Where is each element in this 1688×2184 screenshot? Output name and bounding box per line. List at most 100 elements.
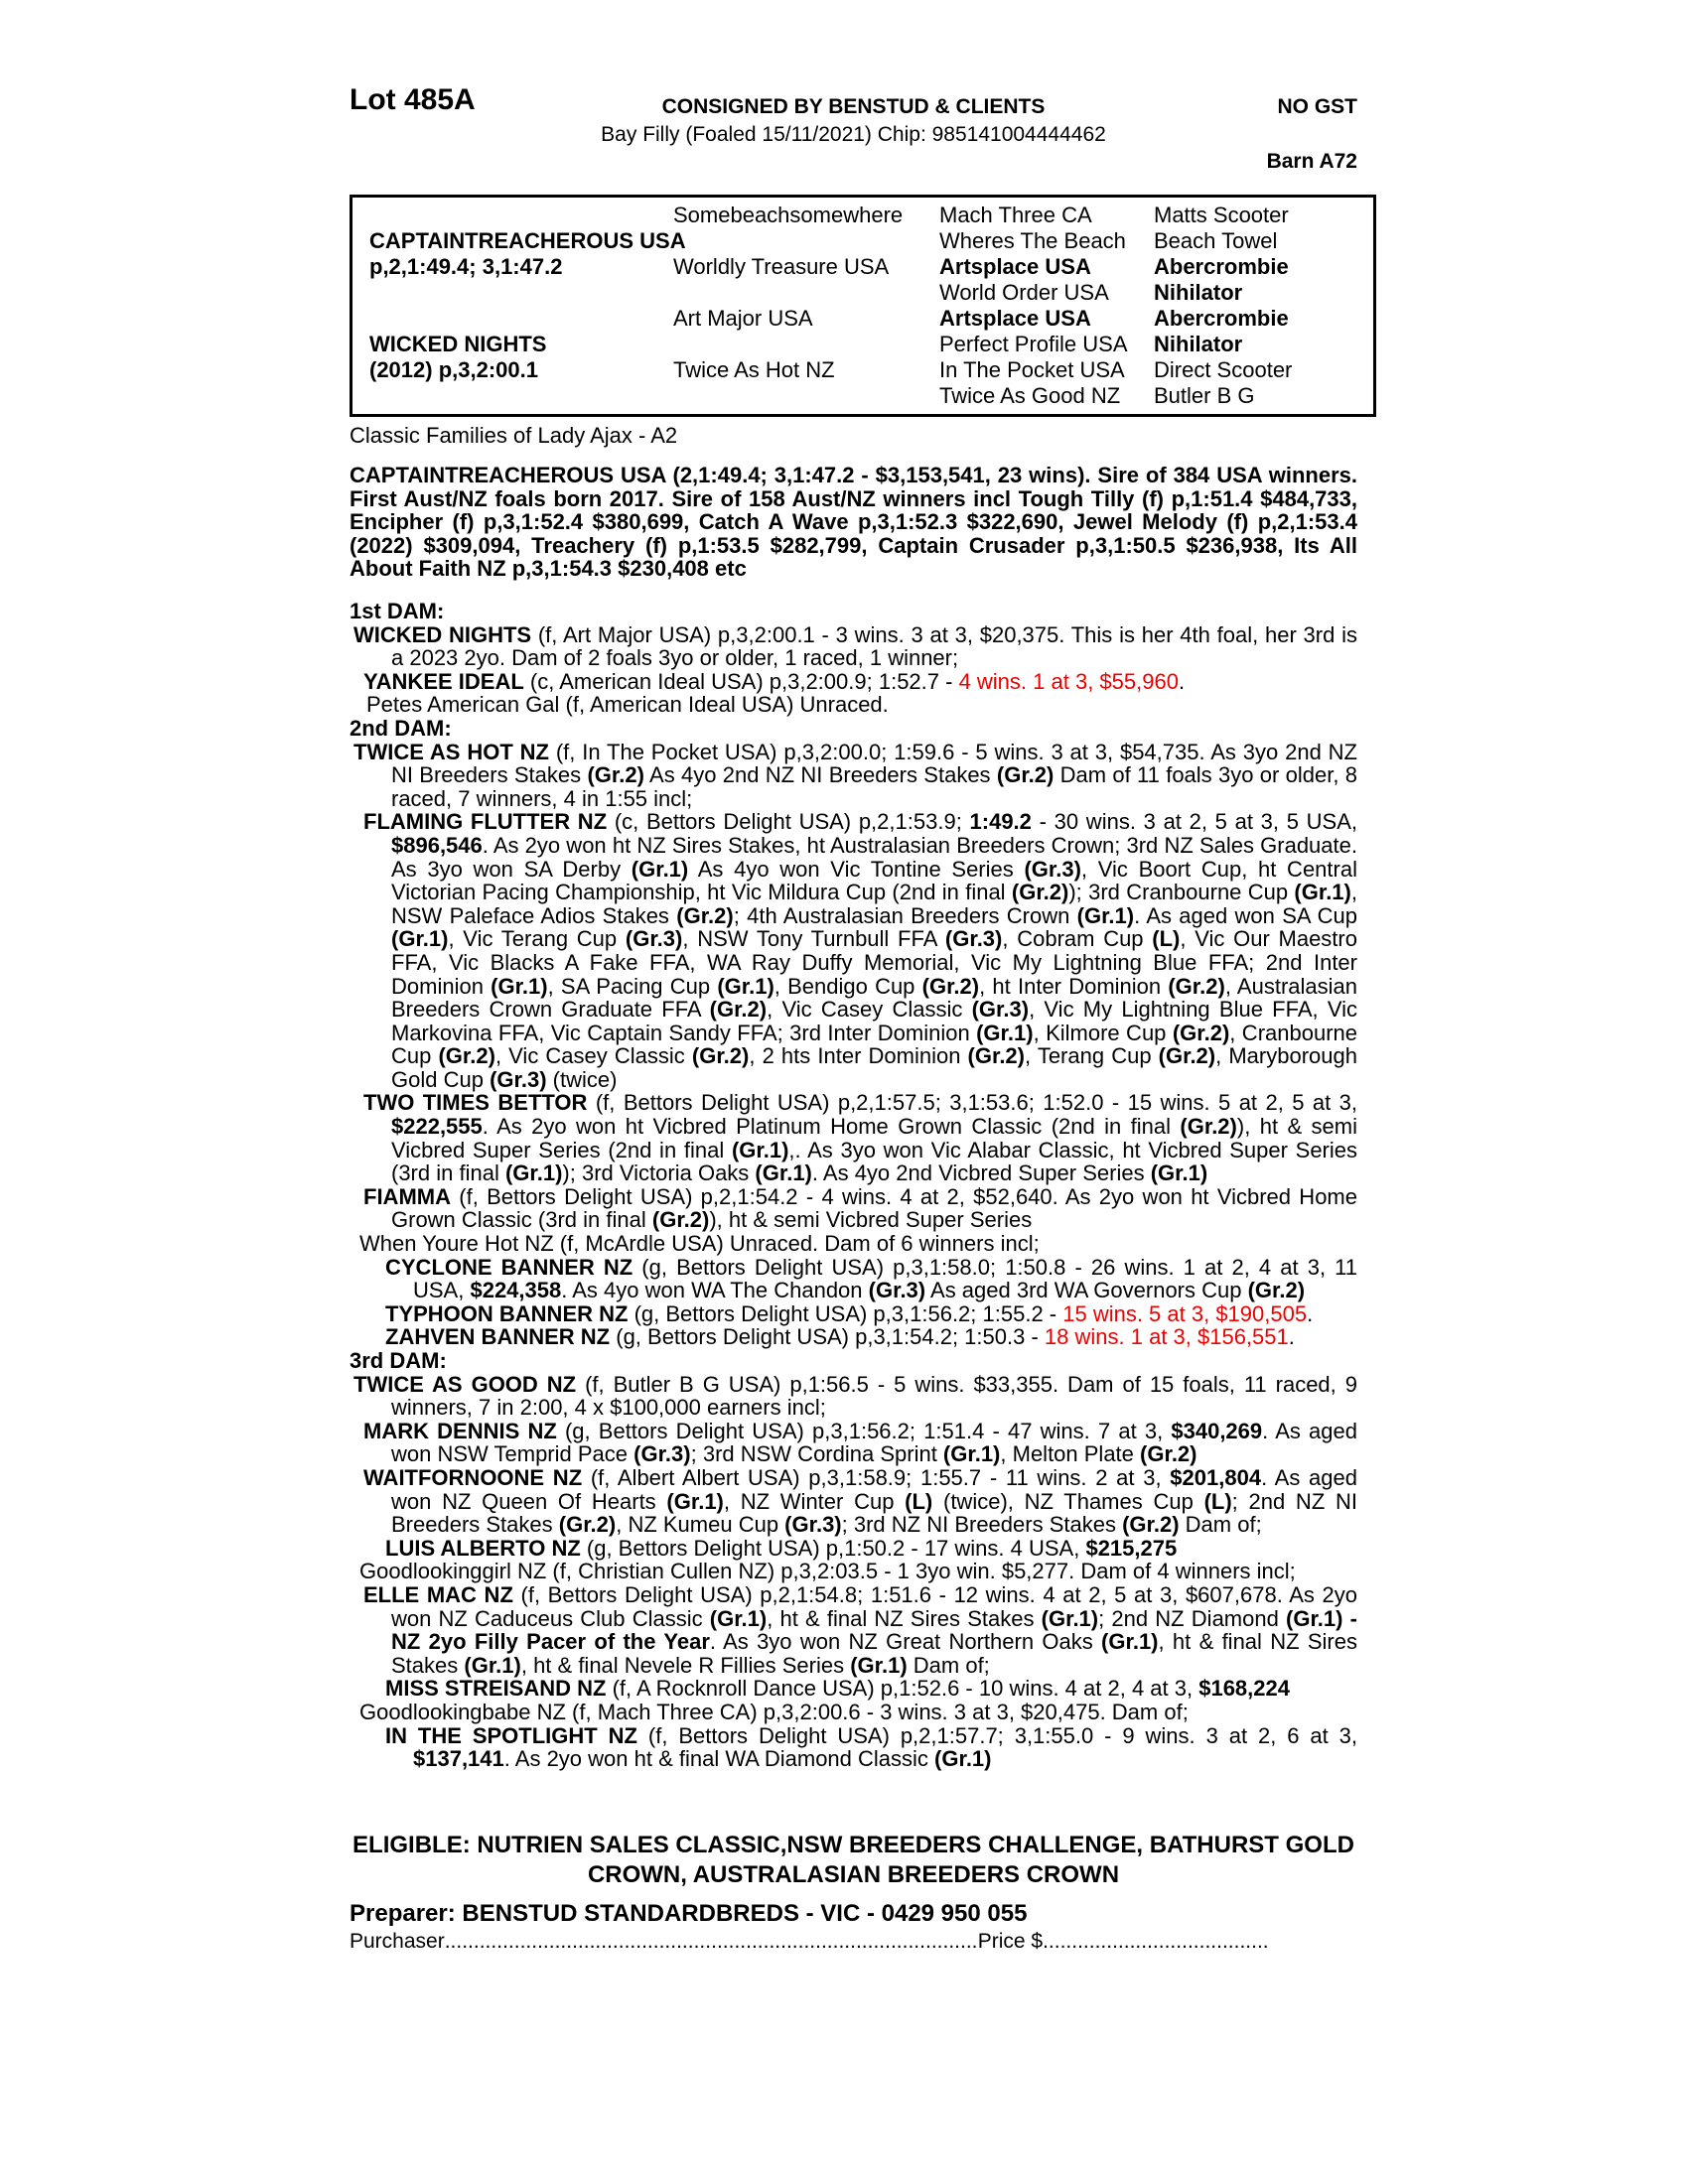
emphasis-text: $137,141	[413, 1746, 504, 1772]
pedigree-cell: Abercrombie	[1154, 306, 1289, 331]
pedigree-cell: Perfect Profile USA	[939, 332, 1128, 356]
pedigree-cell: WICKED NIGHTS	[369, 332, 547, 356]
body-text: ,. As 3yo won Vic Alabar Classic, ht Vic…	[391, 1137, 1357, 1186]
emphasis-text: $896,546	[391, 832, 483, 858]
pedigree-cell	[673, 383, 939, 409]
body-text: (twice), NZ Thames Cup	[932, 1488, 1204, 1514]
pedigree-entry: FIAMMA (f, Bettors Delight USA) p,2,1:54…	[350, 1185, 1357, 1232]
body-text: Goodlookinggirl NZ (f, Christian Cullen …	[359, 1559, 1296, 1584]
pedigree-entry: Goodlookinggirl NZ (f, Christian Cullen …	[350, 1560, 1357, 1583]
body-text: . As aged won NZ Queen Of Hearts	[391, 1464, 1357, 1514]
gst-note: NO GST	[1277, 95, 1357, 118]
pedigree-entry: ELLE MAC NZ (f, Bettors Delight USA) p,2…	[350, 1583, 1357, 1677]
body-text: (f, Bettors Delight USA) p,2,1:57.7; 3,1…	[636, 1722, 1357, 1748]
emphasis-text: (Gr.1)	[504, 1160, 563, 1186]
emphasis-text: $224,358	[470, 1278, 562, 1303]
pedigree-entry: MARK DENNIS NZ (g, Bettors Delight USA) …	[350, 1418, 1357, 1467]
dam-heading: 2nd DAM:	[350, 715, 452, 741]
pedigree-row: Somebeachsomewhere Mach Three CA Matts Sco…	[369, 203, 1373, 228]
body-text: . As 3yo won NZ Great Northern Oaks	[709, 1629, 1102, 1655]
emphasis-text: (Gr.2)	[1122, 1512, 1180, 1538]
emphasis-text: (Gr.2)	[709, 997, 768, 1023]
emphasis-text: (Gr.3)	[971, 997, 1030, 1023]
body-text: Goodlookingbabe NZ (f, Mach Three CA) p,…	[359, 1699, 1189, 1724]
pedigree-cell: Abercrombie	[1154, 254, 1289, 279]
pedigree-cell: p,2,1:49.4; 3,1:47.2	[369, 254, 563, 279]
body-text: , Melton Plate	[1000, 1441, 1141, 1467]
race-record-highlight: 4 wins. 1 at 3, $55,960	[958, 668, 1179, 694]
pedigree-cell: Artsplace USA	[939, 254, 1091, 279]
emphasis-text: TWICE AS HOT NZ	[353, 739, 549, 764]
emphasis-text: MARK DENNIS NZ	[363, 1418, 557, 1443]
body-text: (c, Bettors Delight USA) p,2,1:53.9;	[607, 809, 970, 835]
body-text: (c, American Ideal USA) p,3,2:00.9; 1:52…	[523, 668, 959, 694]
emphasis-text: (Gr.2)	[438, 1043, 495, 1069]
pedigree-cell	[673, 228, 939, 254]
foal-info-line: Bay Filly (Foaled 15/11/2021) Chip: 9851…	[601, 123, 1106, 146]
pedigree-row: Art Major USA Artsplace USA Abercrombie	[369, 306, 1373, 332]
emphasis-text: (Gr.1)	[666, 1488, 724, 1514]
emphasis-text: $340,269	[1171, 1418, 1263, 1443]
body-text: , Vic My Lightning Blue FFA, Vic Markovi…	[391, 997, 1358, 1045]
pedigree-cell	[369, 280, 673, 306]
emphasis-text: (Gr.2)	[1011, 880, 1069, 905]
body-text: . As aged won NSW Temprid Pace	[391, 1418, 1357, 1467]
pedigree-entry: Goodlookingbabe NZ (f, Mach Three CA) p,…	[350, 1701, 1357, 1724]
emphasis-text: MISS STREISAND NZ	[385, 1676, 607, 1702]
emphasis-text: (Gr.1)	[491, 973, 548, 999]
pedigree-entry: When Youre Hot NZ (f, McArdle USA) Unrac…	[350, 1232, 1357, 1256]
emphasis-text: WICKED NIGHTS	[353, 621, 532, 647]
family-classification: Classic Families of Lady Ajax - A2	[350, 423, 678, 448]
emphasis-text: (Gr.1)	[1150, 1160, 1208, 1186]
emphasis-text: (Gr.2)	[1140, 1441, 1197, 1467]
emphasis-text: (Gr.1)	[976, 1020, 1034, 1045]
pedigree-row: Twice As Good NZ Butler B G	[369, 383, 1373, 409]
emphasis-text: FLAMING FLUTTER NZ	[363, 809, 608, 835]
body-text: (f, A Rocknroll Dance USA) p,1:52.6 - 10…	[606, 1676, 1199, 1702]
emphasis-text: YANKEE IDEAL	[363, 668, 524, 694]
pedigree-entry: LUIS ALBERTO NZ (g, Bettors Delight USA)…	[350, 1535, 1357, 1561]
body-text: .	[1307, 1300, 1314, 1326]
pedigree-body: 1st DAM: WICKED NIGHTS (f, Art Major USA)…	[350, 600, 1357, 1771]
emphasis-text: (Gr.1)	[1294, 880, 1351, 905]
body-text: Dam of;	[907, 1652, 990, 1678]
pedigree-entry: YANKEE IDEAL (c, American Ideal USA) p,3…	[350, 668, 1357, 694]
emphasis-text: (Gr.1)	[942, 1441, 1001, 1467]
emphasis-text: LUIS ALBERTO NZ	[385, 1535, 581, 1561]
emphasis-text: (Gr.1)	[850, 1652, 908, 1678]
emphasis-text: - NZ 2yo Filly Pacer of the Year	[391, 1605, 1357, 1655]
body-text: .	[1178, 668, 1186, 694]
emphasis-text: (Gr.2)	[587, 762, 644, 788]
emphasis-text: (L)	[905, 1488, 933, 1514]
race-record-highlight: 15 wins. 5 at 3, $190,505	[1062, 1300, 1308, 1326]
emphasis-text: FIAMMA	[363, 1183, 451, 1209]
pedigree-cell: Mach Three CA	[939, 203, 1092, 227]
pedigree-cell: Matts Scooter	[1154, 203, 1289, 227]
body-text: . As 2yo won ht NZ Sires Stakes, ht Aust…	[391, 832, 1357, 882]
pedigree-cell	[369, 383, 673, 409]
body-text: , NZ Kumeu Cup	[616, 1512, 785, 1538]
pedigree-cell: Direct Scooter	[1154, 357, 1293, 382]
pedigree-entry: WICKED NIGHTS (f, Art Major USA) p,3,2:0…	[350, 621, 1357, 670]
emphasis-text: (Gr.2)	[691, 1043, 750, 1069]
emphasis-text: TWICE AS GOOD NZ	[353, 1371, 577, 1397]
body-text: ; 2nd NZ NI Breeders Stakes	[391, 1488, 1357, 1538]
body-text: , Bendigo Cup	[774, 973, 922, 999]
body-text: ; 2nd NZ Diamond	[1098, 1605, 1287, 1631]
emphasis-text: TYPHOON BANNER NZ	[385, 1300, 629, 1326]
body-text: ; 3rd NZ NI Breeders Stakes	[841, 1512, 1123, 1538]
body-text: . As aged won SA Cup	[1134, 902, 1358, 928]
body-text: , NSW Tony Turnbull FFA	[682, 926, 945, 952]
sire-summary: CAPTAINTREACHEROUS USA (2,1:49.4; 3,1:47…	[350, 463, 1357, 582]
body-text: ); 3rd Victoria Oaks	[562, 1160, 756, 1186]
body-text: (f, Butler B G USA) p,1:56.5 - 5 wins. $…	[391, 1371, 1357, 1421]
body-text: , Cranbourne Cup	[391, 1020, 1357, 1069]
pedigree-cell: Twice As Good NZ	[939, 383, 1121, 408]
pedigree-entry: TYPHOON BANNER NZ (g, Bettors Delight US…	[350, 1302, 1357, 1326]
barn-number: Barn A72	[1266, 150, 1357, 173]
pedigree-cell: Wheres The Beach	[939, 228, 1126, 253]
body-text: (g, Bettors Delight USA) p,3,1:56.2; 1:5…	[556, 1418, 1172, 1443]
body-text: ); 3rd Cranbourne Cup	[1068, 880, 1295, 905]
pedigree-cell: Nihilator	[1154, 280, 1243, 305]
body-text: , Vic Our Maestro FFA, Vic Blacks A Fake…	[391, 926, 1357, 999]
